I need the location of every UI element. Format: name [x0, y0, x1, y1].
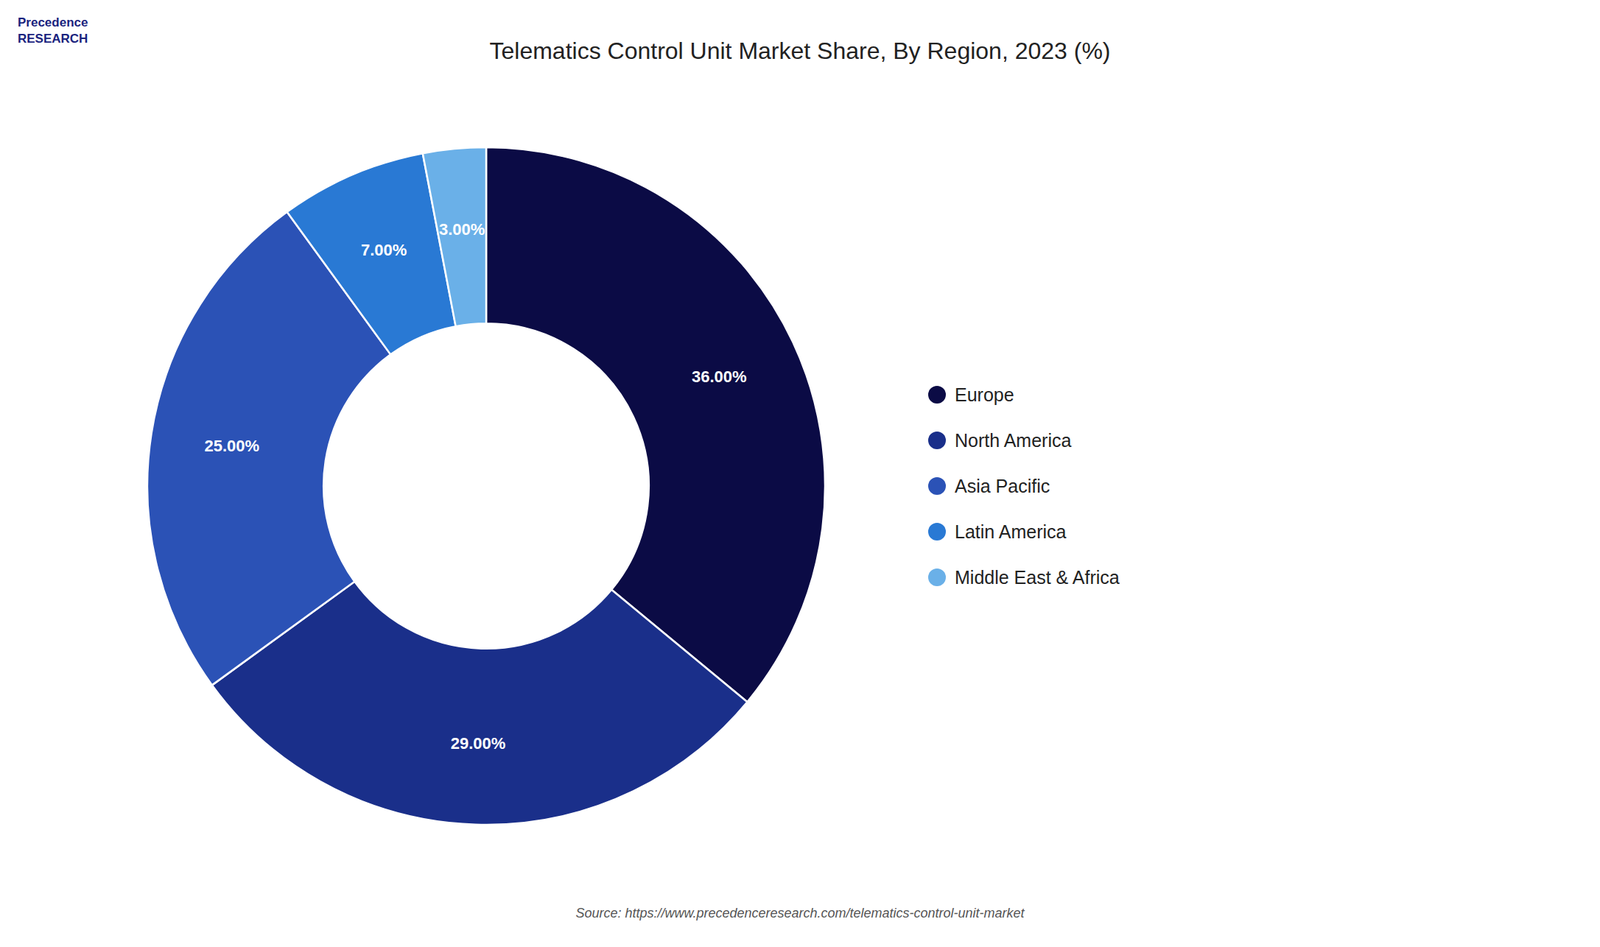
legend-marker: [928, 431, 946, 450]
data-label: 36.00%: [691, 367, 747, 387]
legend-marker: [928, 568, 946, 587]
data-label: 29.00%: [450, 734, 507, 753]
legend-item: Middle East & Africa: [928, 567, 1120, 588]
donut-slice: [486, 147, 826, 703]
data-label: 25.00%: [204, 436, 260, 456]
source-note: Source: https://www.precedenceresearch.c…: [575, 906, 1025, 921]
legend-label: Europe: [954, 384, 1015, 406]
donut-slice: [422, 147, 487, 327]
legend-label: Asia Pacific: [954, 475, 1050, 497]
legend-marker: [928, 477, 946, 496]
data-labels: 36.00% 29.00% 25.00% 7.00% 3.00%: [204, 220, 747, 753]
legend-item: Europe: [928, 384, 1015, 406]
data-label: 3.00%: [439, 220, 485, 239]
legend-marker: [928, 523, 946, 541]
logo-text: RESEARCH: [17, 31, 88, 46]
legend-item: North America: [928, 430, 1072, 451]
legend-item: Asia Pacific: [928, 475, 1050, 497]
legend-marker: [928, 386, 946, 404]
legend-label: North America: [954, 430, 1072, 451]
data-label: 7.00%: [360, 240, 407, 260]
donut: [147, 147, 826, 826]
chart-svg: Telematics Control Unit Market Share, By…: [0, 0, 1600, 947]
chart-title: Telematics Control Unit Market Share, By…: [489, 37, 1111, 65]
legend: Europe North America Asia Pacific Latin Ame…: [928, 384, 1120, 588]
legend-label: Latin America: [954, 521, 1067, 543]
legend-item: Latin America: [928, 521, 1067, 543]
logo-text: Precedence: [17, 15, 88, 30]
legend-label: Middle East & Africa: [954, 567, 1120, 588]
